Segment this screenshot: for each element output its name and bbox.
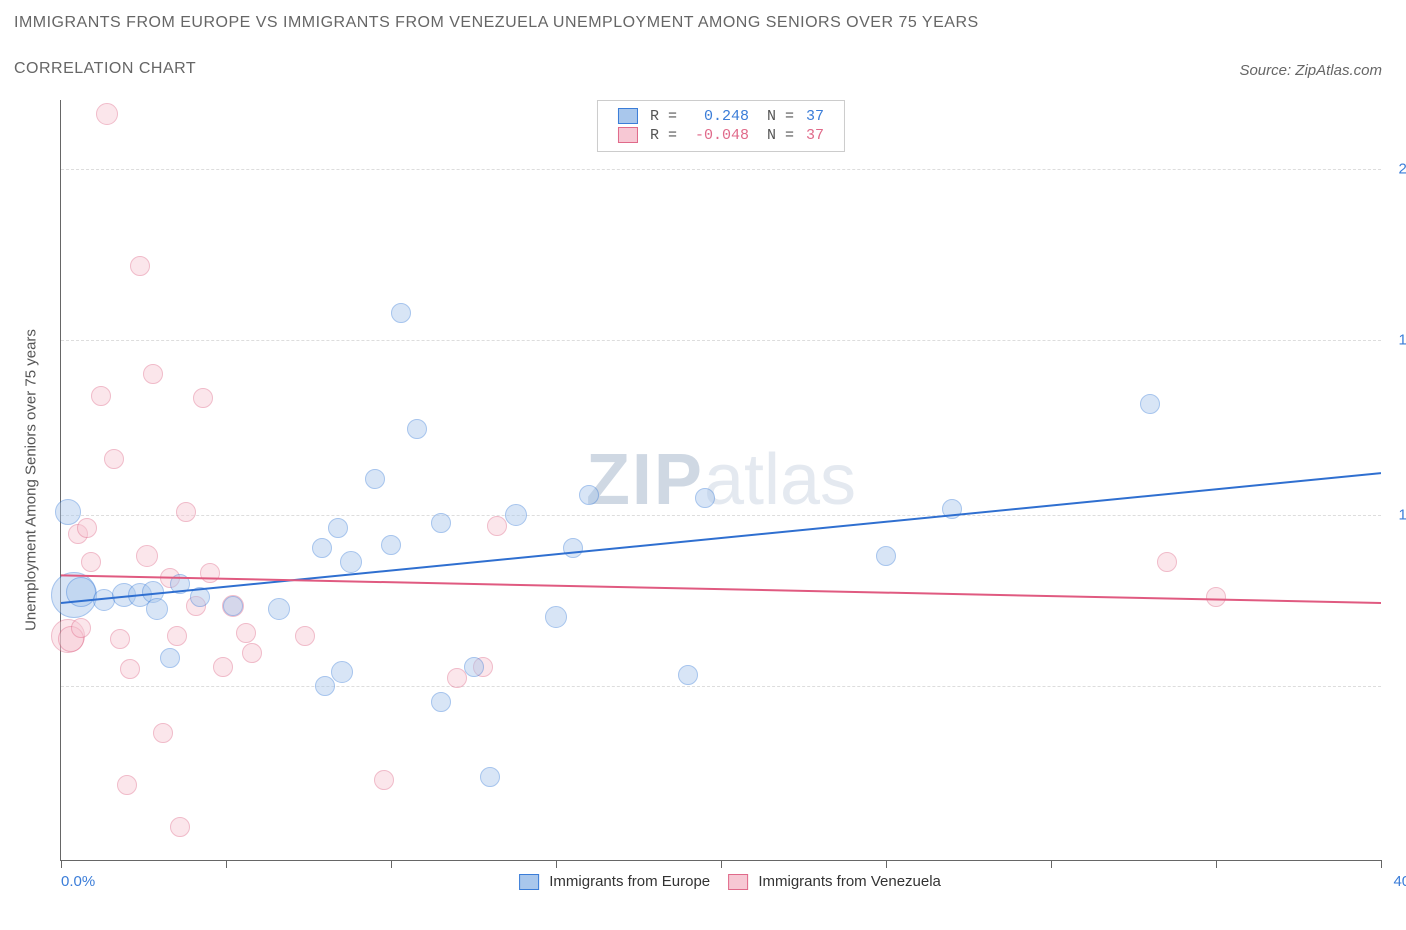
x-tick [721,860,722,868]
data-point [1157,552,1177,572]
data-point [340,551,362,573]
x-tick [556,860,557,868]
data-point [200,563,220,583]
legend-r-label: R = [644,126,683,145]
legend-swatch [618,127,638,143]
data-point [268,598,290,620]
data-point [55,499,81,525]
data-point [331,661,353,683]
chart-title-line2: CORRELATION CHART [14,60,196,78]
data-point [81,552,101,572]
y-axis-title: Unemployment Among Seniors over 75 years [23,329,40,631]
legend-n-label: N = [755,107,800,126]
gridline [61,340,1381,341]
data-point [136,545,158,567]
data-point [236,623,256,643]
data-point [407,419,427,439]
legend-n-value: 37 [800,126,830,145]
data-point [77,518,97,538]
data-point [312,538,332,558]
data-point [1140,394,1160,414]
data-point [487,516,507,536]
data-point [431,513,451,533]
data-point [146,598,168,620]
data-point [170,817,190,837]
data-point [381,535,401,555]
data-point [170,574,190,594]
data-point [130,256,150,276]
gridline [61,515,1381,516]
y-tick-label: 25.0% [1386,161,1406,178]
trend-lines [61,100,1381,860]
legend-r-label: R = [644,107,683,126]
data-point [942,499,962,519]
x-tick [61,860,62,868]
x-axis-max-label: 40.0% [1393,873,1406,890]
data-point [480,767,500,787]
legend-series-label: Immigrants from Venezuela [754,873,941,890]
data-point [464,657,484,677]
data-point [563,538,583,558]
data-point [579,485,599,505]
data-point [365,469,385,489]
data-point [374,770,394,790]
data-point [66,577,96,607]
legend-r-value: 0.248 [683,107,755,126]
x-tick [1216,860,1217,868]
data-point [153,723,173,743]
data-point [104,449,124,469]
data-point [96,103,118,125]
data-point [545,606,567,628]
chart-title-line1: IMMIGRANTS FROM EUROPE VS IMMIGRANTS FRO… [14,14,979,32]
y-tick-label: 6.3% [1386,677,1406,694]
x-tick [391,860,392,868]
legend-n-value: 37 [800,107,830,126]
data-point [143,364,163,384]
x-tick [226,860,227,868]
series-legend: Immigrants from Europe Immigrants from V… [501,873,941,890]
watermark-atlas: atlas [704,440,856,520]
legend-swatch [519,874,539,890]
data-point [876,546,896,566]
data-point [190,587,210,607]
source-label: Source: ZipAtlas.com [1239,62,1382,79]
gridline [61,169,1381,170]
data-point [223,596,243,616]
data-point [505,504,527,526]
data-point [242,643,262,663]
data-point [176,502,196,522]
data-point [110,629,130,649]
data-point [328,518,348,538]
data-point [391,303,411,323]
legend-n-label: N = [755,126,800,145]
data-point [91,386,111,406]
data-point [431,692,451,712]
x-axis-min-label: 0.0% [61,873,95,890]
data-point [117,775,137,795]
data-point [1206,587,1226,607]
x-tick [1381,860,1382,868]
x-tick [886,860,887,868]
x-tick [1051,860,1052,868]
legend-swatch [728,874,748,890]
data-point [167,626,187,646]
data-point [160,648,180,668]
data-point [678,665,698,685]
watermark: ZIPatlas [586,439,856,521]
data-point [120,659,140,679]
gridline [61,686,1381,687]
legend-r-value: -0.048 [683,126,755,145]
y-tick-label: 18.8% [1386,332,1406,349]
data-point [193,388,213,408]
chart-plot-area: Unemployment Among Seniors over 75 years… [60,100,1381,861]
legend-series-label: Immigrants from Europe [545,873,710,890]
data-point [71,618,91,638]
data-point [695,488,715,508]
data-point [213,657,233,677]
watermark-zip: ZIP [586,440,704,520]
y-tick-label: 12.5% [1386,506,1406,523]
data-point [295,626,315,646]
correlation-legend: R =0.248N =37 R =-0.048N =37 [597,100,845,152]
legend-swatch [618,108,638,124]
